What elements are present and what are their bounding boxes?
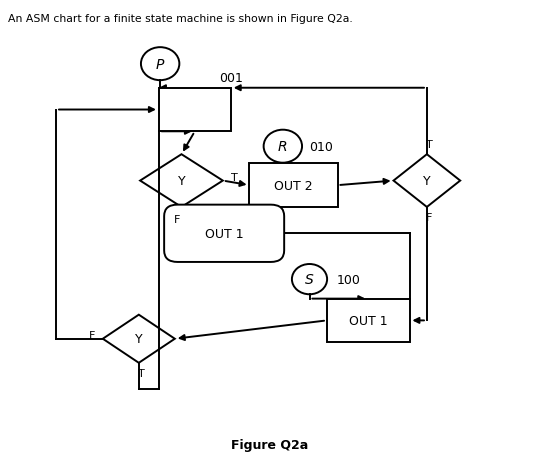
Text: T: T: [138, 369, 145, 378]
Text: F: F: [88, 331, 95, 340]
Text: T: T: [426, 139, 433, 150]
Text: 001: 001: [219, 72, 243, 85]
FancyBboxPatch shape: [164, 205, 284, 263]
Text: F: F: [426, 213, 433, 223]
Text: P: P: [156, 57, 164, 71]
Text: Y: Y: [135, 332, 143, 345]
Bar: [159, 88, 231, 132]
Text: OUT 1: OUT 1: [205, 227, 244, 240]
Text: R: R: [278, 140, 288, 154]
Text: F: F: [174, 214, 181, 225]
Text: An ASM chart for a finite state machine is shown in Figure Q2a.: An ASM chart for a finite state machine …: [8, 14, 353, 24]
Text: OUT 2: OUT 2: [274, 179, 313, 192]
Text: Y: Y: [423, 175, 431, 188]
Text: 010: 010: [309, 140, 334, 153]
Text: Figure Q2a: Figure Q2a: [231, 438, 308, 451]
Bar: [327, 299, 410, 343]
Text: S: S: [305, 273, 314, 287]
Text: T: T: [231, 173, 238, 182]
Text: OUT 1: OUT 1: [349, 314, 388, 327]
Text: 100: 100: [336, 273, 360, 286]
Text: Y: Y: [178, 175, 185, 188]
Bar: [250, 164, 337, 207]
